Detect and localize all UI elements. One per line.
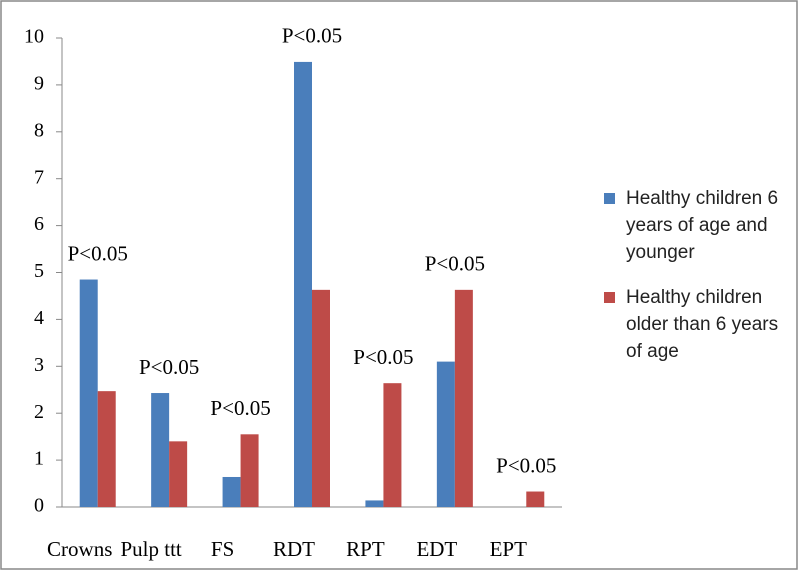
legend-entry: Healthy children older than 6 years of a… xyxy=(604,284,794,365)
y-tick-label: 1 xyxy=(34,448,44,470)
x-tick-label: Pulp ttt xyxy=(121,537,182,561)
bar xyxy=(294,61,312,507)
annotation: P<0.05 xyxy=(425,252,485,276)
y-tick-label: 8 xyxy=(34,119,44,141)
x-tick-label: EDT xyxy=(416,537,457,561)
y-tick-label: 0 xyxy=(34,495,44,517)
y-tick-label: 10 xyxy=(24,26,44,48)
x-tick-label: FS xyxy=(211,537,234,561)
legend-label: Healthy children older than 6 years of a… xyxy=(626,287,779,362)
y-tick-label: 2 xyxy=(34,401,44,423)
annotation: P<0.05 xyxy=(353,345,413,369)
x-tick-label: Crowns xyxy=(47,537,112,561)
y-tick-label: 4 xyxy=(34,307,44,329)
x-tick-label: RPT xyxy=(346,537,385,561)
legend-label: Healthy children 6 years of age and youn… xyxy=(626,188,779,263)
bar xyxy=(240,434,259,507)
bar xyxy=(222,476,241,507)
x-tick-label: EPT xyxy=(490,537,528,561)
legend-swatch xyxy=(604,292,615,303)
x-tick-label: RDT xyxy=(273,537,315,561)
y-tick-label: 5 xyxy=(34,260,44,282)
annotation: P<0.05 xyxy=(282,24,342,48)
legend-entry: Healthy children 6 years of age and youn… xyxy=(604,185,794,266)
legend: Healthy children 6 years of age and youn… xyxy=(604,185,794,383)
bar xyxy=(383,383,402,507)
annotation: P<0.05 xyxy=(496,453,556,477)
y-tick-label: 3 xyxy=(34,354,44,376)
bar xyxy=(365,500,384,507)
annotation: P<0.05 xyxy=(210,396,270,420)
bar xyxy=(454,289,473,507)
y-tick-label: 6 xyxy=(34,213,44,235)
y-tick-label: 9 xyxy=(34,72,44,94)
bar xyxy=(312,289,330,507)
bar xyxy=(526,491,545,507)
bar xyxy=(169,441,188,507)
legend-swatch xyxy=(604,193,615,204)
y-tick-label: 7 xyxy=(34,166,44,188)
bar xyxy=(436,361,455,507)
bar xyxy=(97,391,116,507)
annotation: P<0.05 xyxy=(139,355,199,379)
annotation: P<0.05 xyxy=(68,241,128,265)
bar xyxy=(151,393,170,507)
bar xyxy=(79,279,98,507)
